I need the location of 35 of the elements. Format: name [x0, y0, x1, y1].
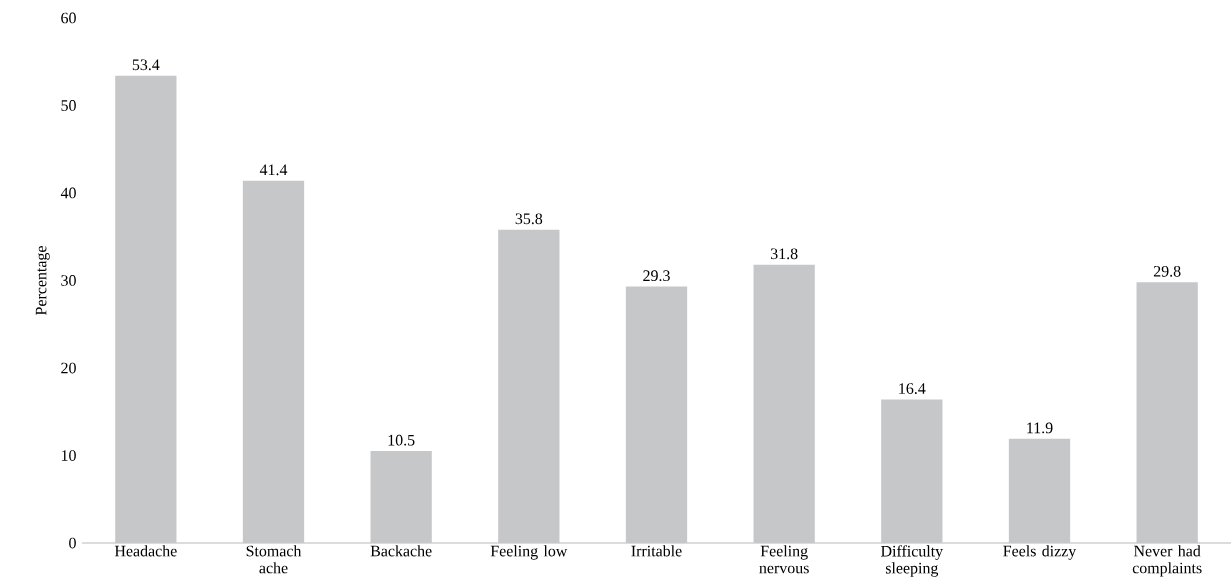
- y-tick-label: 0: [69, 537, 76, 549]
- bar: [1136, 282, 1198, 543]
- data-label: 16.4: [899, 383, 926, 394]
- x-tick-label: Backache: [370, 545, 432, 557]
- y-tick-label: 30: [61, 275, 76, 286]
- bar: [625, 286, 688, 543]
- data-label: 11.9: [1027, 422, 1053, 434]
- bar: [753, 264, 815, 543]
- bar: [881, 399, 943, 543]
- x-tick-label: Irritable: [631, 545, 682, 557]
- data-label: 31.8: [770, 248, 798, 260]
- y-tick-label: 50: [61, 100, 76, 111]
- x-tick-label: Never had complaints: [1132, 545, 1202, 577]
- bar: [242, 180, 305, 543]
- x-tick-label: Difficulty sleeping: [881, 545, 944, 577]
- data-label: 35.8: [515, 213, 543, 225]
- data-label: 29.8: [1153, 265, 1181, 277]
- x-tick-label: Stomach ache: [246, 545, 302, 574]
- x-tick-label: Feeling nervous: [759, 545, 809, 574]
- data-label: 53.4: [132, 59, 160, 71]
- data-label: 10.5: [388, 434, 415, 446]
- x-tick-label: Feeling low: [490, 545, 568, 560]
- y-tick-label: 20: [61, 362, 76, 374]
- y-tick-label: 40: [60, 187, 76, 199]
- y-axis-title: Percentage: [35, 246, 50, 315]
- y-tick-label: 60: [61, 12, 76, 24]
- x-tick-label: Feels dizzy: [1003, 545, 1077, 560]
- data-label: 41.4: [259, 164, 288, 176]
- bar: [498, 229, 560, 543]
- bar: [115, 75, 177, 543]
- bar: [370, 451, 432, 543]
- y-tick-label: 10: [61, 450, 76, 461]
- x-tick-label: Headache: [114, 545, 177, 557]
- bar: [1008, 438, 1071, 543]
- data-label: 29.3: [643, 270, 670, 282]
